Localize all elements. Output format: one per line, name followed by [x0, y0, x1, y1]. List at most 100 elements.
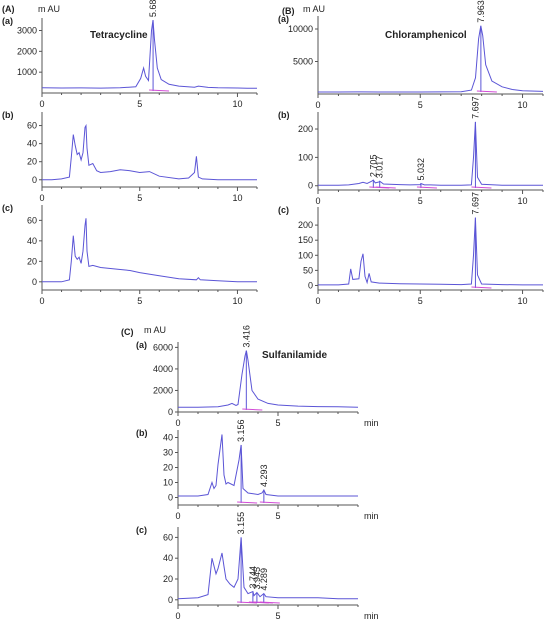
x-tick-label: 10: [232, 99, 242, 109]
y-tick-label: 10000: [288, 24, 313, 34]
chart-panel-c-a: (a) 0 2000 4000 6000 0 5 min 3.416: [136, 325, 379, 428]
section-b-unit: m AU: [303, 4, 325, 14]
series-line: [42, 218, 257, 283]
peak-label: 4.289: [259, 568, 269, 591]
y-tick-label: 200: [298, 124, 313, 134]
x-tick-label: 5: [275, 418, 280, 428]
peak-baseline: [416, 186, 437, 189]
y-tick-label: 0: [168, 595, 173, 605]
x-axis-label: min: [364, 418, 379, 428]
peak-label: 5.032: [416, 158, 426, 181]
panel-label: (c): [278, 205, 289, 215]
panel-label: (a): [278, 14, 289, 24]
panel-label: (b): [278, 110, 290, 120]
panel-label: (a): [2, 16, 13, 26]
section-c-title: Sulfanilamide: [262, 350, 327, 361]
y-tick-label: 10: [163, 478, 173, 488]
series-line: [178, 350, 359, 408]
y-tick-label: 0: [32, 175, 37, 185]
x-tick-label: 5: [418, 296, 423, 306]
section-b-letter: (B): [282, 6, 295, 16]
x-tick-label: 5: [137, 193, 142, 203]
peak-label: 3.744: [248, 566, 258, 589]
chart-panel-b-a: (a) 5000 10000 0 5 10 7.963: [278, 0, 544, 110]
y-tick-label: 0: [32, 277, 37, 287]
y-tick-label: 60: [163, 532, 173, 542]
x-tick-label: 5: [275, 511, 280, 521]
y-tick-label: 5000: [293, 57, 313, 67]
series-line: [41, 20, 257, 89]
chart-panel-a-b: (b) 0 20 40 60 0 5 10: [2, 110, 258, 203]
x-tick-label: 0: [315, 100, 320, 110]
y-tick-label: 20: [27, 157, 37, 167]
peak-label: 3.416: [241, 325, 251, 348]
peak-baseline: [476, 90, 497, 93]
y-tick-label: 200: [298, 220, 313, 230]
panel-label: (b): [136, 428, 148, 438]
y-tick-label: 0: [168, 493, 173, 503]
y-tick-label: 20: [163, 463, 173, 473]
y-tick-label: 0: [308, 181, 313, 191]
x-tick-label: 5: [137, 296, 142, 306]
y-tick-label: 100: [298, 152, 313, 162]
y-tick-label: 3000: [17, 26, 37, 36]
peak-label: 7.697: [470, 96, 480, 119]
peak-label: 7.697: [470, 192, 480, 215]
series-line: [177, 537, 358, 600]
peak-label: 7.963: [476, 0, 486, 23]
x-tick-label: 0: [175, 418, 180, 428]
peak-baseline: [375, 186, 396, 189]
y-tick-label: 0: [308, 280, 313, 290]
y-tick-label: 6000: [153, 342, 173, 352]
x-tick-label: 0: [315, 196, 320, 206]
section-a-unit: m AU: [38, 4, 60, 14]
peak-baseline: [237, 601, 258, 604]
section-c-letter: (C): [121, 327, 134, 337]
x-tick-label: 5: [137, 99, 142, 109]
peak-label: 3.945: [252, 567, 262, 590]
y-tick-label: 4000: [153, 364, 173, 374]
y-tick-label: 20: [27, 256, 37, 266]
section-b-title: Chloramphenicol: [385, 30, 467, 41]
y-tick-label: 30: [163, 448, 173, 458]
peak-baseline: [471, 186, 492, 189]
x-axis-label: min: [364, 511, 379, 521]
y-tick-label: 60: [27, 215, 37, 225]
x-tick-label: 10: [232, 193, 242, 203]
x-tick-label: 10: [232, 296, 242, 306]
x-tick-label: 0: [315, 296, 320, 306]
y-tick-label: 50: [303, 265, 313, 275]
y-tick-label: 150: [298, 235, 313, 245]
peak-label: 2.705: [368, 155, 378, 178]
y-tick-label: 20: [163, 574, 173, 584]
y-tick-label: 2000: [153, 385, 173, 395]
x-tick-label: 5: [418, 196, 423, 206]
y-tick-label: 40: [27, 236, 37, 246]
peak-baseline: [237, 501, 258, 504]
x-axis-label: min: [364, 611, 379, 621]
y-tick-label: 2000: [17, 46, 37, 56]
x-tick-label: 10: [518, 100, 528, 110]
series-line: [318, 121, 543, 186]
panel-label: (b): [2, 110, 14, 120]
panel-label: (a): [136, 340, 147, 350]
y-tick-label: 40: [27, 139, 37, 149]
peak-label: 5.683: [148, 0, 158, 17]
chart-panel-a-a: (a) 1000 2000 3000 0 5 10 5.683: [2, 0, 258, 109]
y-tick-label: 40: [163, 553, 173, 563]
x-tick-label: 5: [418, 100, 423, 110]
series-line: [318, 217, 543, 286]
peak-label: 4.293: [259, 464, 269, 487]
x-tick-label: 0: [39, 99, 44, 109]
chart-panel-a-c: (c) 0 20 40 60 0 5 10: [2, 203, 258, 306]
x-tick-label: 0: [175, 611, 180, 621]
y-tick-label: 1000: [17, 67, 37, 77]
peak-baseline: [471, 286, 492, 289]
series-line: [42, 123, 257, 181]
panel-label: (c): [2, 203, 13, 213]
